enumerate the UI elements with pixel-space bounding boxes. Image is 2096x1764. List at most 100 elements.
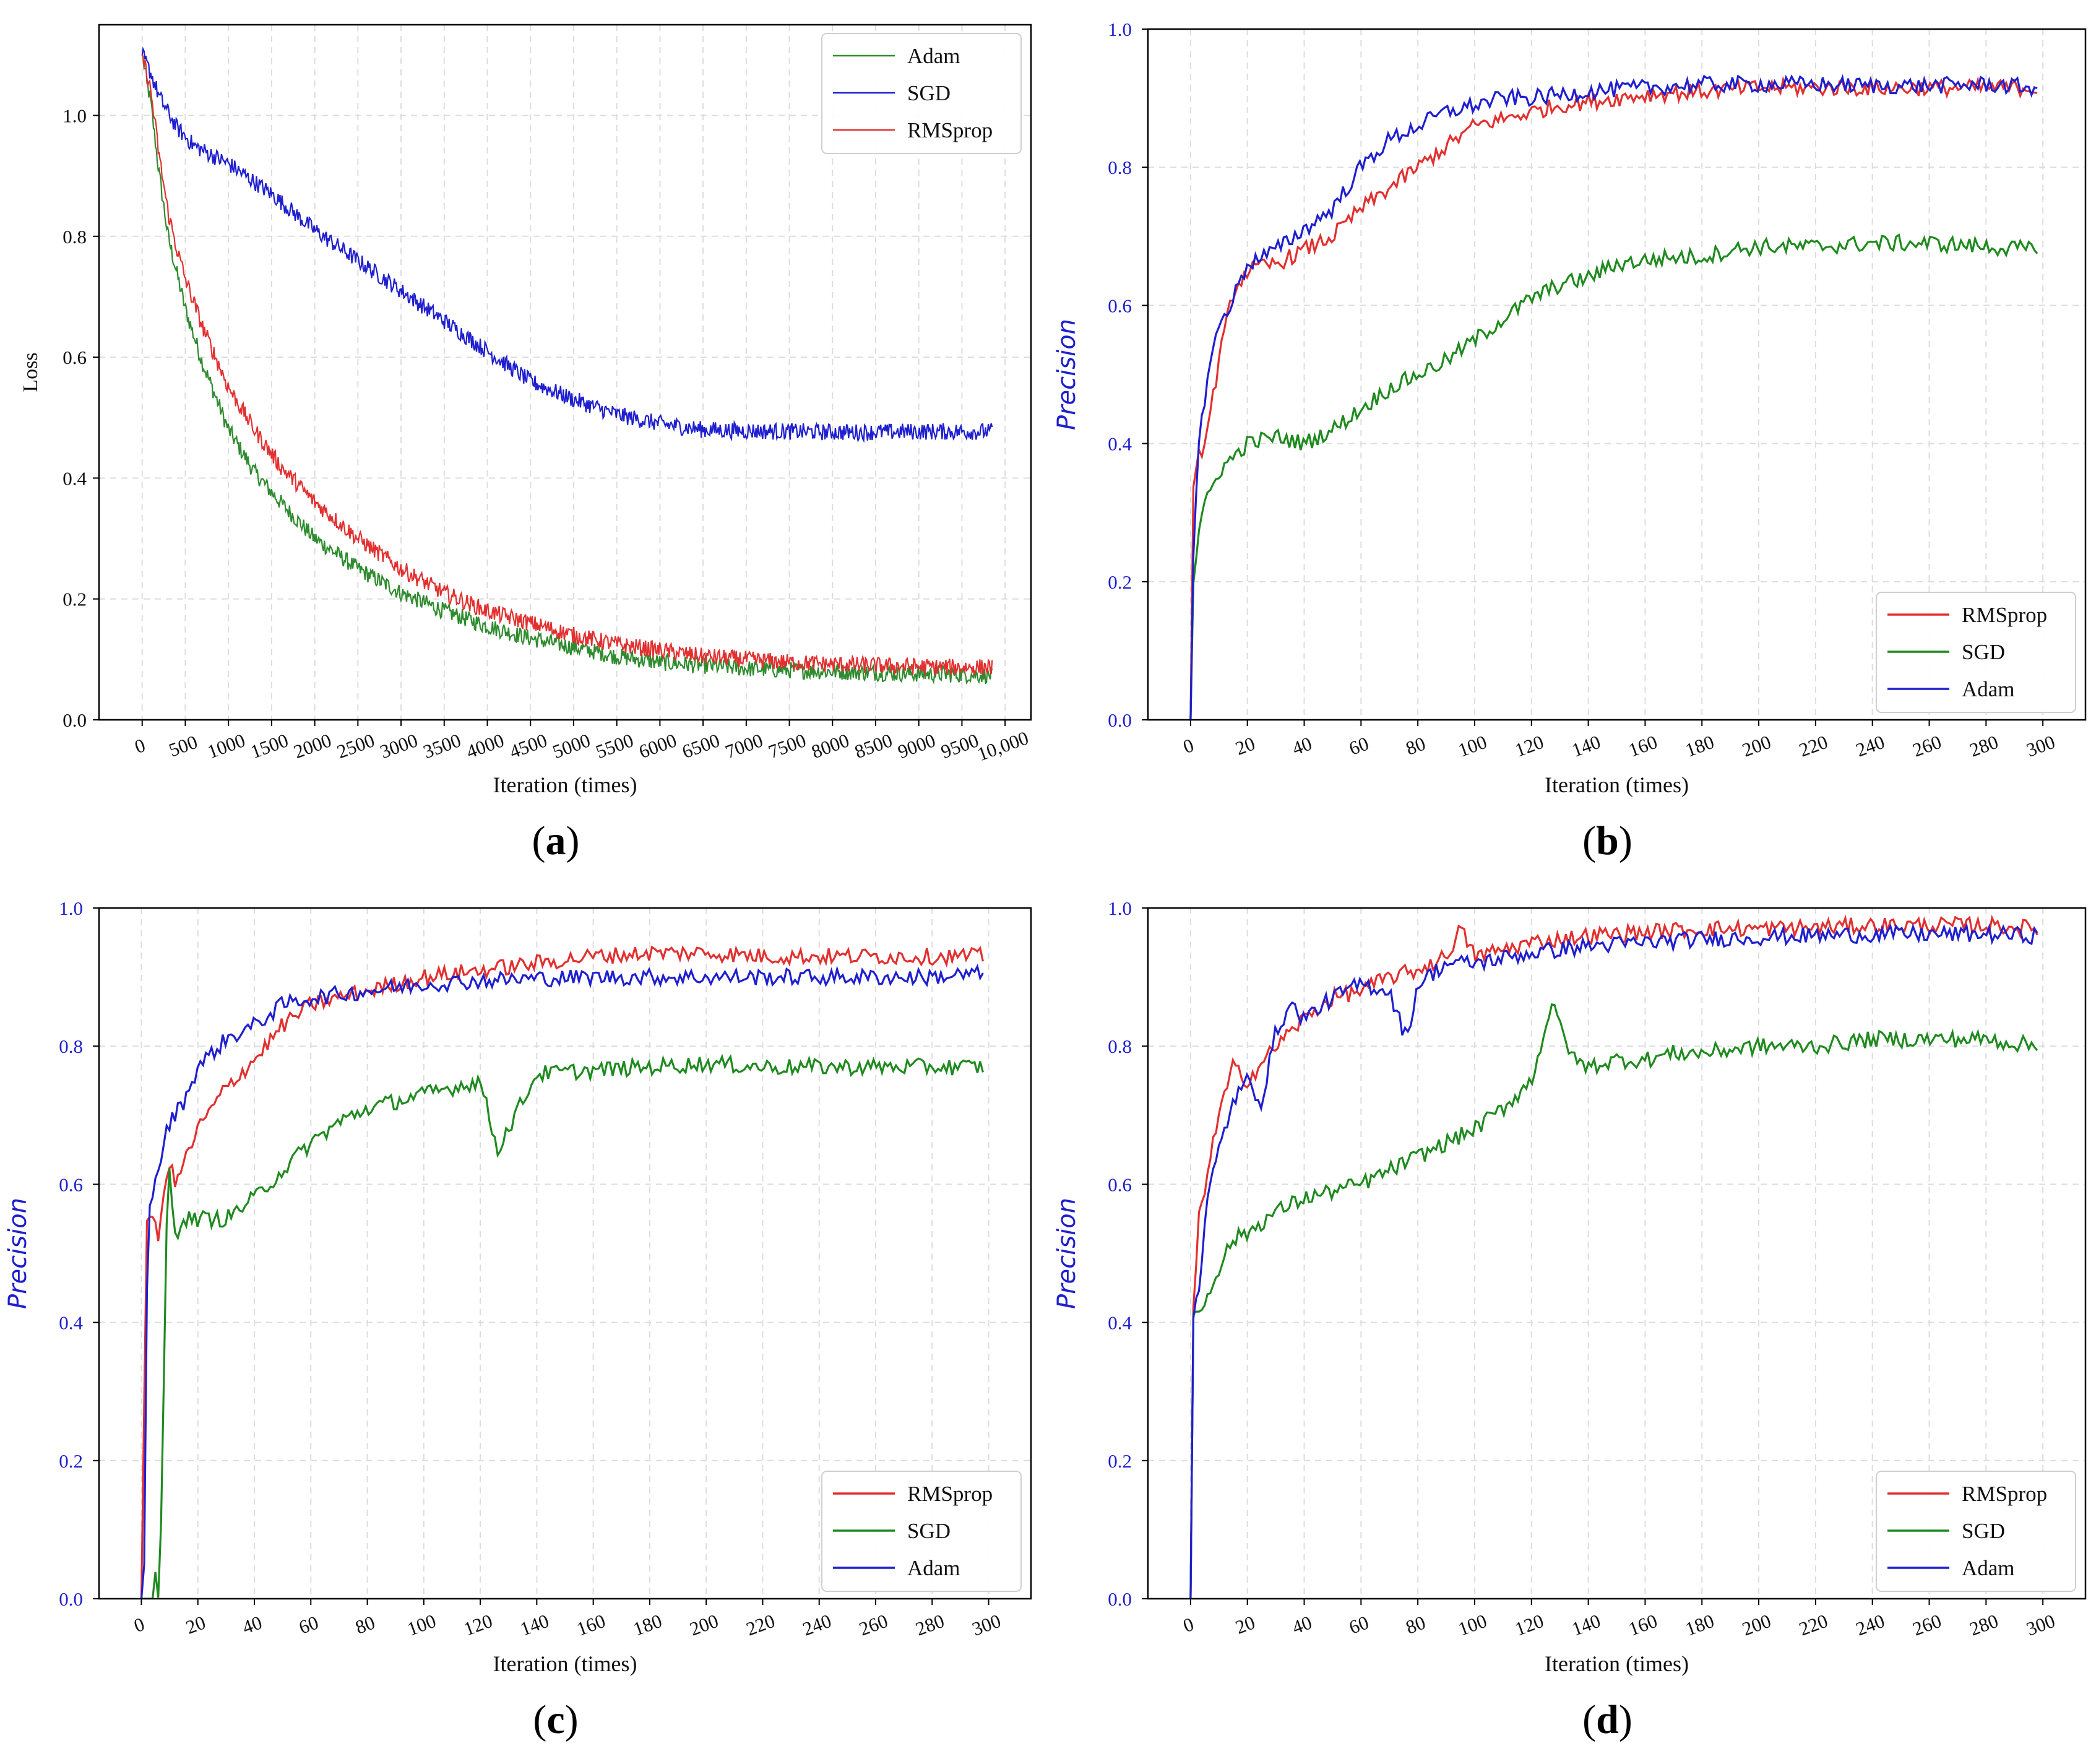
x-tick-label: 0 bbox=[131, 1613, 148, 1636]
legend: RMSprop SGD Adam bbox=[821, 1471, 1022, 1592]
y-tick-label: 0.0 bbox=[1108, 709, 1132, 731]
x-tick-label: 220 bbox=[1796, 1610, 1831, 1640]
caption-letter: a bbox=[546, 818, 566, 863]
x-tick-label: 200 bbox=[687, 1610, 722, 1640]
legend-box bbox=[821, 1471, 1022, 1592]
y-tick-label: 0.2 bbox=[1108, 1450, 1132, 1472]
series-line-sgd bbox=[141, 46, 993, 443]
x-tick-label: 180 bbox=[630, 1610, 665, 1640]
x-tick-label: 120 bbox=[1512, 1610, 1546, 1640]
plot-frame bbox=[1147, 28, 2087, 721]
y-tick-label: 0.4 bbox=[63, 467, 87, 489]
caption-open: ( bbox=[1582, 1697, 1596, 1742]
caption-open: ( bbox=[533, 1697, 546, 1742]
series-line-sgd bbox=[1189, 1003, 2038, 1599]
y-axis-label: Precision bbox=[4, 1198, 32, 1309]
x-tick-label: 240 bbox=[1853, 1610, 1887, 1640]
caption-close: ) bbox=[566, 818, 580, 863]
x-tick-label: 4000 bbox=[464, 729, 507, 763]
x-tick-label: 2500 bbox=[334, 729, 377, 763]
legend-box bbox=[821, 33, 1022, 154]
legend-label-sgd: SGD bbox=[1962, 1519, 2005, 1543]
chart-panel-b: 0 20 40 60 80 100 120 140 160 180 200 220 240 260 280 3… bbox=[1053, 19, 2087, 863]
x-tick-label: 160 bbox=[1626, 1610, 1660, 1640]
x-tick-label: 40 bbox=[1289, 1611, 1314, 1638]
caption-letter: b bbox=[1596, 818, 1619, 863]
y-axis-label: Precision bbox=[1053, 1198, 1081, 1309]
x-tick-label: 280 bbox=[913, 1610, 947, 1640]
chart-panel-d: 0 20 40 60 80 100 120 140 160 180 200 220 240 260 280 3… bbox=[1053, 897, 2087, 1742]
x-tick-label: 140 bbox=[1569, 731, 1603, 761]
plot-frame bbox=[1147, 907, 2087, 1600]
x-tick-label: 80 bbox=[352, 1611, 377, 1638]
x-tick-label: 240 bbox=[800, 1610, 834, 1640]
panel-caption: (b) bbox=[1582, 818, 1632, 863]
x-tick-label: 120 bbox=[1512, 731, 1546, 761]
x-tick-label: 220 bbox=[743, 1610, 778, 1640]
y-tick-label: 0.8 bbox=[63, 226, 87, 248]
x-tick-label: 0 bbox=[1180, 1613, 1197, 1636]
x-tick-label: 20 bbox=[1233, 1611, 1258, 1638]
x-tick-label: 7500 bbox=[766, 729, 809, 763]
legend-label-rmsprop: RMSprop bbox=[1962, 603, 2047, 627]
x-axis-label: Iteration (times) bbox=[1545, 772, 1689, 797]
y-tick-label: 0.6 bbox=[63, 347, 87, 368]
panel-caption: (c) bbox=[533, 1697, 578, 1742]
series-line-adam bbox=[141, 54, 993, 685]
x-tick-label: 500 bbox=[166, 731, 201, 761]
plot-frame bbox=[98, 907, 1032, 1600]
y-tick-label: 1.0 bbox=[63, 105, 87, 126]
x-tick-label: 300 bbox=[2024, 1610, 2058, 1640]
x-tick-label: 1500 bbox=[248, 729, 291, 763]
caption-open: ( bbox=[1582, 818, 1596, 863]
series-line-sgd bbox=[141, 1053, 984, 1599]
x-tick-label: 10,000 bbox=[975, 727, 1032, 765]
x-tick-label: 100 bbox=[1456, 731, 1490, 761]
y-tick-label: 1.0 bbox=[1108, 897, 1132, 919]
x-tick-label: 80 bbox=[1403, 1611, 1428, 1638]
x-tick-label: 40 bbox=[239, 1611, 265, 1638]
x-tick-label: 0 bbox=[132, 734, 149, 758]
y-tick-label: 0.0 bbox=[59, 1588, 83, 1610]
y-tick-label: 0.2 bbox=[1108, 571, 1132, 593]
x-tick-label: 120 bbox=[461, 1610, 496, 1640]
plot-frame bbox=[98, 24, 1032, 721]
x-tick-label: 220 bbox=[1796, 731, 1831, 761]
series-line-rmsprop bbox=[140, 945, 984, 1599]
series-line-adam bbox=[1189, 922, 2038, 1599]
series-line-rmsprop bbox=[1189, 76, 2038, 720]
x-tick-label: 20 bbox=[1233, 732, 1258, 759]
y-tick-label: 1.0 bbox=[59, 897, 83, 919]
y-tick-label: 0.4 bbox=[1108, 433, 1132, 455]
x-tick-label: 20 bbox=[183, 1611, 209, 1638]
y-tick-label: 0.6 bbox=[1108, 1174, 1132, 1195]
y-tick-label: 0.4 bbox=[59, 1312, 83, 1334]
x-tick-label: 60 bbox=[296, 1611, 321, 1638]
x-tick-label: 100 bbox=[404, 1610, 439, 1640]
x-tick-label: 6000 bbox=[636, 729, 679, 763]
x-tick-label: 60 bbox=[1346, 732, 1371, 759]
legend: RMSprop SGD Adam bbox=[1876, 592, 2076, 713]
caption-open: ( bbox=[532, 818, 546, 863]
chart-panel-c: 0 20 40 60 80 100 120 140 160 180 200 220 240 260 280 3… bbox=[4, 897, 1032, 1742]
x-tick-label: 60 bbox=[1346, 1611, 1371, 1638]
x-tick-label: 140 bbox=[1569, 1610, 1603, 1640]
x-axis-label: Iteration (times) bbox=[1545, 1651, 1689, 1676]
series-line-rmsprop bbox=[141, 54, 993, 676]
x-tick-label: 280 bbox=[1967, 731, 2001, 761]
x-tick-label: 8500 bbox=[852, 729, 895, 763]
x-tick-label: 80 bbox=[1403, 732, 1428, 759]
y-tick-label: 0.6 bbox=[1108, 295, 1132, 316]
y-tick-label: 0.0 bbox=[1108, 1588, 1132, 1610]
y-axis-label: Loss bbox=[19, 352, 42, 392]
legend-label-rmsprop: RMSprop bbox=[907, 118, 993, 142]
x-tick-label: 200 bbox=[1740, 1610, 1774, 1640]
x-tick-label: 5000 bbox=[550, 729, 593, 763]
legend-box bbox=[1876, 592, 2076, 713]
y-tick-label: 0.4 bbox=[1108, 1312, 1132, 1334]
x-tick-label: 100 bbox=[1456, 1610, 1490, 1640]
x-axis-label: Iteration (times) bbox=[493, 772, 637, 797]
caption-close: ) bbox=[1619, 818, 1632, 863]
legend: Adam SGD RMSprop bbox=[821, 33, 1022, 154]
caption-close: ) bbox=[565, 1697, 579, 1742]
